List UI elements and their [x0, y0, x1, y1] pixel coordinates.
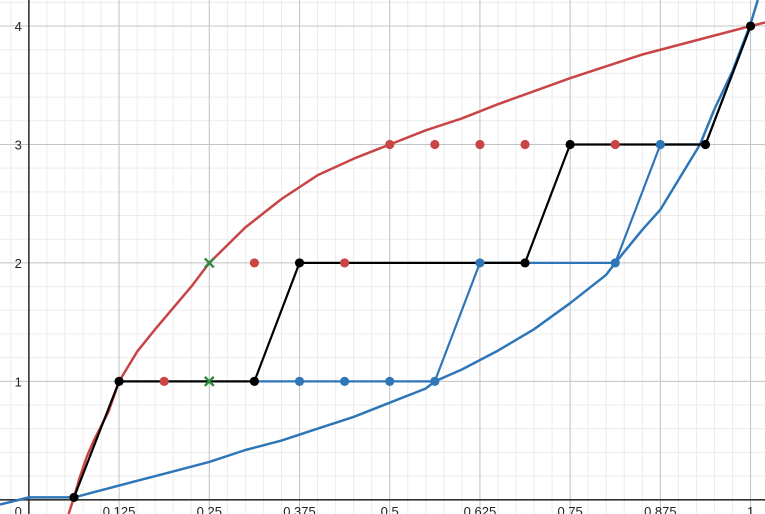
tick-labels: 0.125 0.25 0.375 0.5 0.625 0.75 0.875 1 0 1 2 3 4 [15, 19, 755, 514]
red-point [520, 139, 530, 150]
y-tick-label: 1 [15, 374, 22, 389]
y-tick-label: 2 [15, 256, 22, 271]
red-point [340, 258, 350, 268]
black-point [520, 258, 530, 268]
black-point [294, 258, 305, 268]
markers [69, 21, 756, 503]
green-x-marker [203, 376, 215, 387]
x-tick-label: 0.625 [464, 504, 497, 514]
x-tick-label: 0.875 [644, 504, 677, 514]
x-tick-label: 0.5 [381, 504, 399, 514]
x-tick-label: 1 [747, 504, 754, 514]
blue-point [430, 376, 440, 386]
blue-curve [0, 0, 759, 506]
blue-point [475, 258, 485, 268]
black-point [745, 21, 756, 31]
blue-point [655, 139, 665, 150]
blue-step-path [254, 25, 752, 383]
blue-point [385, 376, 395, 386]
red-point [159, 376, 169, 386]
x-tick-label: 0.375 [283, 504, 316, 514]
blue-point [610, 258, 620, 268]
black-point [700, 139, 711, 150]
black-point [565, 139, 575, 150]
black-point [69, 492, 79, 503]
black-point [249, 376, 259, 386]
x-tick-label: 0.25 [197, 504, 222, 514]
y-tick-label: 0 [15, 504, 22, 514]
green-x-marker [203, 257, 215, 269]
red-point [610, 139, 620, 150]
blue-point [294, 376, 305, 386]
black-point [114, 376, 124, 386]
red-point [430, 139, 440, 150]
red-point [385, 139, 395, 150]
blue-point [340, 376, 350, 386]
y-tick-label: 4 [15, 19, 22, 34]
x-tick-label: 0.125 [103, 504, 136, 514]
y-tick-label: 3 [15, 137, 22, 152]
red-point [249, 258, 259, 268]
black-step-path [72, 25, 752, 498]
red-point [475, 139, 485, 150]
x-tick-label: 0.75 [557, 504, 582, 514]
